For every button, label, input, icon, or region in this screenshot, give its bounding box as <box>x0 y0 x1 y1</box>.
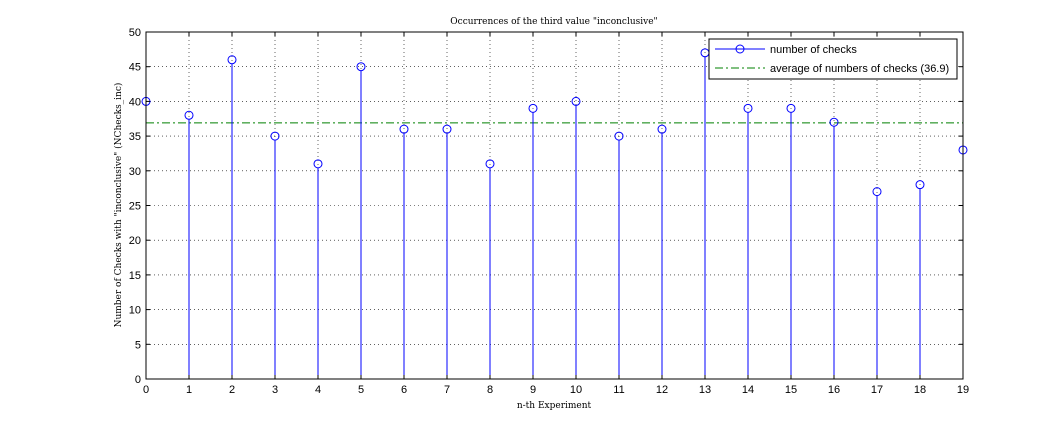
tick-layer: 0 1 2 3 4 5 6 7 8 9 10 11 12 13 14 15 16 17 18 190510152025… <box>129 27 969 396</box>
x-axis-title: n-th Experiment <box>517 401 592 411</box>
stem-marker <box>786 103 796 113</box>
x-tick-label: 17 <box>871 384 883 396</box>
x-tick-label: 0 <box>143 384 149 396</box>
grid-layer <box>146 32 963 379</box>
stem-marker <box>184 110 194 120</box>
y-tick-label: 25 <box>129 201 141 213</box>
stem-marker <box>872 187 882 197</box>
legend-entry-average: average of numbers of checks (36.9) <box>770 63 949 75</box>
y-tick-label: 30 <box>129 166 141 178</box>
y-tick-label: 45 <box>129 62 141 74</box>
stem-marker <box>657 124 667 134</box>
x-tick-label: 4 <box>315 384 321 396</box>
legend: number of checks average of numbers of c… <box>708 38 958 80</box>
legend-box <box>708 38 958 80</box>
y-axis-title: Number of Checks with "inconclusive" (NC… <box>113 83 124 328</box>
y-tick-label: 35 <box>129 131 141 143</box>
y-tick-label: 50 <box>129 27 141 39</box>
x-tick-label: 2 <box>229 384 235 396</box>
x-tick-label: 19 <box>957 384 969 396</box>
y-tick-label: 20 <box>129 235 141 247</box>
y-tick-label: 5 <box>135 339 141 351</box>
x-tick-label: 3 <box>272 384 278 396</box>
x-tick-label: 10 <box>570 384 582 396</box>
x-tick-label: 6 <box>401 384 407 396</box>
legend-stem-swatch-marker <box>735 44 745 54</box>
stem-marker <box>227 55 237 65</box>
stem-marker <box>399 124 409 134</box>
x-tick-label: 5 <box>358 384 364 396</box>
stem-marker <box>270 131 280 141</box>
x-tick-label: 15 <box>785 384 797 396</box>
x-tick-label: 9 <box>530 384 536 396</box>
x-tick-label: 8 <box>487 384 493 396</box>
stem-marker <box>743 103 753 113</box>
stem-marker <box>829 117 839 127</box>
y-tick-label: 0 <box>135 374 141 386</box>
x-tick-label: 1 <box>186 384 192 396</box>
x-tick-label: 14 <box>742 384 754 396</box>
stem-marker <box>442 124 452 134</box>
y-tick-label: 40 <box>129 96 141 108</box>
x-tick-label: 16 <box>828 384 840 396</box>
stem-marker <box>356 62 366 72</box>
stem-marker <box>528 103 538 113</box>
stem-marker <box>614 131 624 141</box>
stem-marker <box>313 159 323 169</box>
x-tick-label: 18 <box>914 384 926 396</box>
stem-marker <box>571 96 581 106</box>
y-tick-label: 10 <box>129 305 141 317</box>
x-tick-label: 7 <box>444 384 450 396</box>
stem-marker <box>915 180 925 190</box>
chart-title: Occurrences of the third value "inconclu… <box>450 17 657 27</box>
x-tick-label: 12 <box>656 384 668 396</box>
x-tick-label: 13 <box>699 384 711 396</box>
x-tick-label: 11 <box>613 384 624 396</box>
legend-entry-number-of-checks: number of checks <box>770 44 857 56</box>
stem-marker <box>485 159 495 169</box>
y-tick-label: 15 <box>129 270 141 282</box>
